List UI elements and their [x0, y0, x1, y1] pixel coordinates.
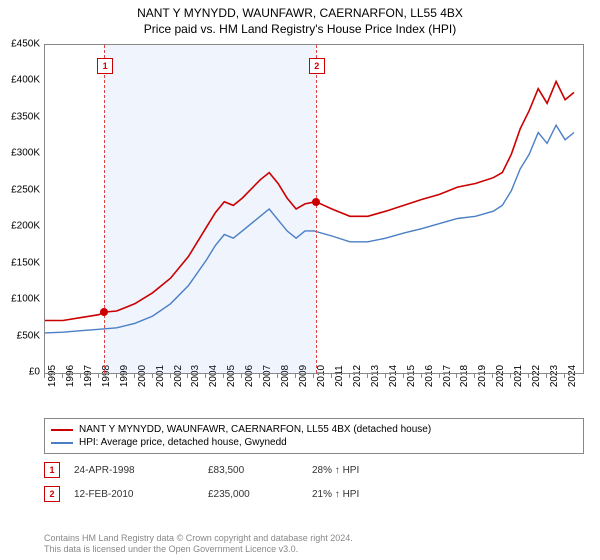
x-tick-mark [367, 374, 368, 378]
event-marker-badge: 1 [97, 58, 113, 74]
y-tick-label: £50K [4, 330, 40, 341]
x-tick-mark [528, 374, 529, 378]
y-tick-label: £0 [4, 367, 40, 378]
legend-row: HPI: Average price, detached house, Gwyn… [51, 436, 577, 449]
event-marker-badge: 2 [309, 58, 325, 74]
x-tick-mark [439, 374, 440, 378]
y-tick-label: £450K [4, 39, 40, 50]
x-tick-mark [474, 374, 475, 378]
footer-line-1: Contains HM Land Registry data © Crown c… [44, 533, 353, 545]
event-badge: 2 [44, 486, 60, 502]
x-tick-mark [564, 374, 565, 378]
x-tick-mark [510, 374, 511, 378]
footer-line-2: This data is licensed under the Open Gov… [44, 544, 353, 556]
series-line [45, 81, 574, 320]
line-series-svg [45, 45, 583, 373]
x-tick-mark [44, 374, 45, 378]
event-date: 12-FEB-2010 [74, 489, 204, 500]
x-tick-mark [456, 374, 457, 378]
legend-swatch [51, 442, 73, 444]
y-tick-label: £250K [4, 184, 40, 195]
legend-row: NANT Y MYNYDD, WAUNFAWR, CAERNARFON, LL5… [51, 423, 577, 436]
x-tick-mark [349, 374, 350, 378]
event-row: 2 12-FEB-2010 £235,000 21% ↑ HPI [44, 486, 584, 502]
event-badge: 1 [44, 462, 60, 478]
event-row: 1 24-APR-1998 £83,500 28% ↑ HPI [44, 462, 584, 478]
x-tick-mark [187, 374, 188, 378]
event-marker-line [316, 45, 317, 373]
x-tick-mark [152, 374, 153, 378]
event-date: 24-APR-1998 [74, 465, 204, 476]
event-delta: 28% ↑ HPI [312, 465, 359, 476]
event-delta: 21% ↑ HPI [312, 489, 359, 500]
event-marker-dot [312, 198, 320, 206]
x-tick-mark [205, 374, 206, 378]
event-price: £83,500 [208, 465, 308, 476]
x-tick-mark [259, 374, 260, 378]
y-tick-label: £150K [4, 257, 40, 268]
plot-area: 12 [44, 44, 584, 374]
x-tick-mark [241, 374, 242, 378]
x-tick-mark [98, 374, 99, 378]
footer-attribution: Contains HM Land Registry data © Crown c… [44, 533, 353, 556]
x-tick-mark [403, 374, 404, 378]
event-marker-line [104, 45, 105, 373]
x-tick-mark [62, 374, 63, 378]
x-tick-mark [331, 374, 332, 378]
legend-label: NANT Y MYNYDD, WAUNFAWR, CAERNARFON, LL5… [79, 424, 431, 435]
x-tick-mark [277, 374, 278, 378]
x-tick-mark [385, 374, 386, 378]
x-tick-mark [313, 374, 314, 378]
x-tick-mark [492, 374, 493, 378]
x-tick-mark [116, 374, 117, 378]
chart-title: NANT Y MYNYDD, WAUNFAWR, CAERNARFON, LL5… [0, 0, 600, 20]
y-tick-label: £350K [4, 111, 40, 122]
x-tick-mark [134, 374, 135, 378]
y-tick-label: £100K [4, 294, 40, 305]
chart-subtitle: Price paid vs. HM Land Registry's House … [0, 22, 600, 36]
y-tick-label: £300K [4, 148, 40, 159]
legend-swatch [51, 429, 73, 431]
x-tick-mark [170, 374, 171, 378]
x-tick-mark [295, 374, 296, 378]
x-tick-mark [223, 374, 224, 378]
x-tick-mark [80, 374, 81, 378]
legend-and-events: NANT Y MYNYDD, WAUNFAWR, CAERNARFON, LL5… [44, 418, 584, 502]
legend-label: HPI: Average price, detached house, Gwyn… [79, 437, 287, 448]
series-line [45, 125, 574, 333]
legend-box: NANT Y MYNYDD, WAUNFAWR, CAERNARFON, LL5… [44, 418, 584, 454]
events-list: 1 24-APR-1998 £83,500 28% ↑ HPI 2 12-FEB-2010… [44, 462, 584, 502]
x-tick-mark [421, 374, 422, 378]
event-price: £235,000 [208, 489, 308, 500]
y-tick-label: £400K [4, 75, 40, 86]
chart-container: NANT Y MYNYDD, WAUNFAWR, CAERNARFON, LL5… [0, 0, 600, 560]
y-tick-label: £200K [4, 221, 40, 232]
x-tick-mark [546, 374, 547, 378]
